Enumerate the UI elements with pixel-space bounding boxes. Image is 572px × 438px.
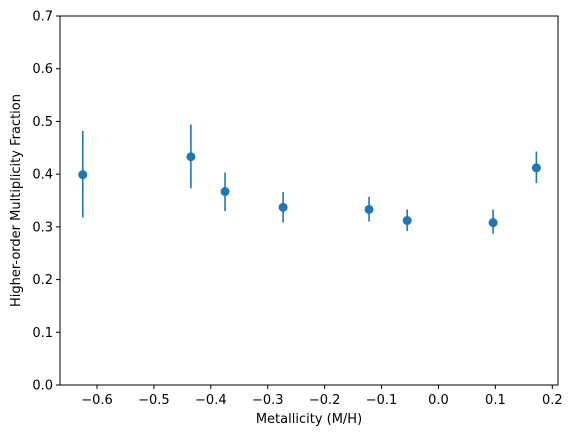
x-tick-label: −0.1 [366,393,398,408]
x-axis-label: Metallicity (M/H) [256,412,362,427]
data-point [220,187,230,197]
y-tick-label: 0.4 [32,168,53,183]
data-point [78,170,88,180]
y-tick-label: 0.7 [32,10,53,25]
y-tick-label: 0.0 [32,379,53,394]
x-tick-label: 0.0 [428,393,449,408]
y-axis: 0.0 0.1 0.2 0.3 0.4 0.5 0.6 0.7 [32,10,60,394]
x-axis: −0.6 −0.5 −0.4 −0.3 −0.2 −0.1 0.0 0.1 0.2 [81,385,563,408]
y-axis-label: Higher-order Multiplicity Fraction [9,94,24,307]
y-tick-label: 0.1 [32,326,53,341]
plot-area [59,15,559,386]
x-tick-label: −0.4 [195,393,227,408]
y-tick-label: 0.6 [32,62,53,77]
y-tick-label: 0.2 [32,273,53,288]
x-tick-label: −0.6 [81,393,113,408]
x-tick-label: 0.1 [485,393,506,408]
x-tick-label: −0.5 [138,393,170,408]
data-point [364,204,374,214]
data-point [531,163,541,173]
x-tick-label: −0.3 [252,393,284,408]
y-tick-label: 0.5 [32,115,53,130]
x-tick-label: −0.2 [309,393,341,408]
data-point [278,202,288,212]
data-point [186,152,196,162]
data-point [488,218,498,228]
plot-frame [59,15,559,386]
data-series [78,124,541,234]
x-tick-label: 0.2 [542,393,563,408]
data-point [402,216,412,226]
y-tick-label: 0.3 [32,220,53,235]
